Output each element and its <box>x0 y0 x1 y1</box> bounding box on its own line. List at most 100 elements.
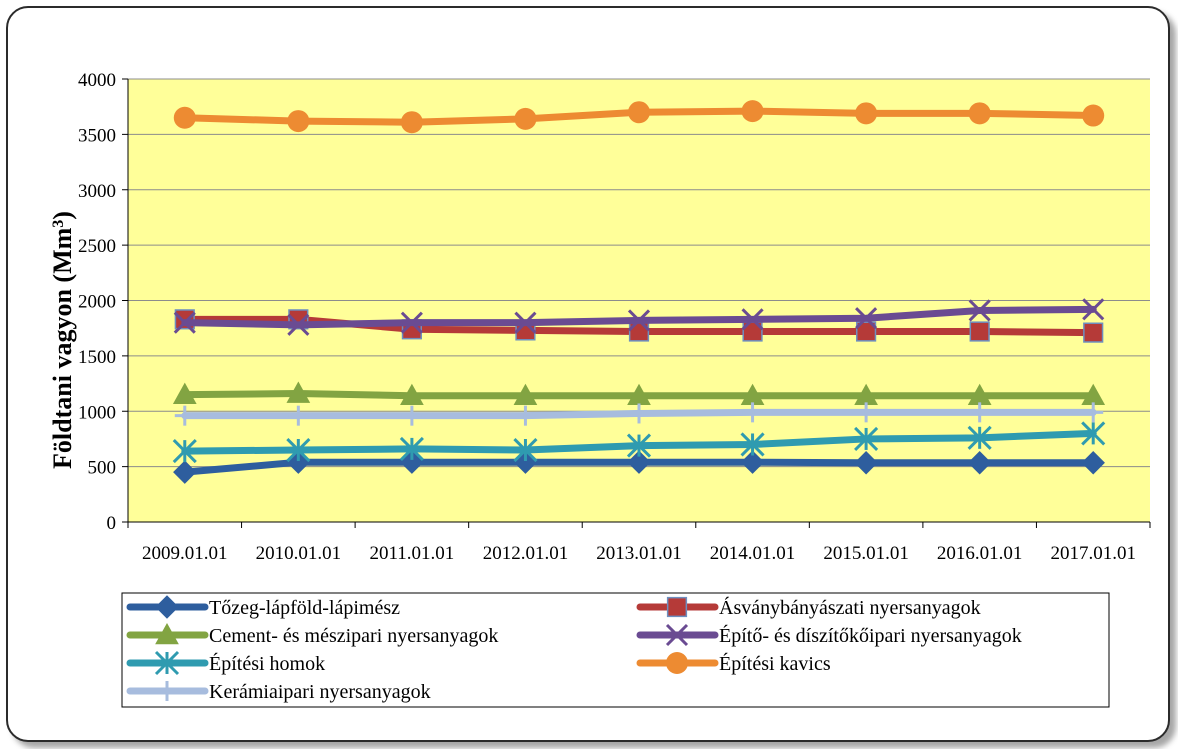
legend-entry: Építési kavics <box>636 652 831 675</box>
y-tick-label: 3500 <box>78 125 116 146</box>
x-tick-label: 2016.01.01 <box>937 543 1023 564</box>
legend-label: Ásványbányászati nyersanyagok <box>719 596 981 619</box>
y-tick-label: 1500 <box>78 347 116 368</box>
y-axis-title: Földtani vagyon (Mm3) <box>48 211 77 469</box>
data-point <box>854 426 879 451</box>
x-tick-label: 2013.01.01 <box>596 543 682 564</box>
data-point <box>287 313 310 336</box>
legend-label: Építő- és díszítőkőipari nyersanyagok <box>719 624 1022 647</box>
data-point <box>401 405 422 426</box>
data-point <box>628 101 650 124</box>
data-point <box>172 382 197 404</box>
data-point <box>1082 298 1105 321</box>
legend: Tőzeg-lápföld-lápimész Ásványbányászati n… <box>126 595 1022 703</box>
series-group <box>172 100 1106 484</box>
data-point <box>740 450 765 474</box>
data-point <box>740 432 765 457</box>
legend-box <box>121 592 1110 708</box>
data-point <box>287 110 310 133</box>
data-point <box>968 102 991 125</box>
x-tick-label: 2010.01.01 <box>256 543 342 564</box>
legend-swatch-marker <box>154 650 180 676</box>
data-point <box>855 307 878 330</box>
series-5 <box>173 100 1105 134</box>
legend-entry: Építési homok <box>126 650 325 676</box>
data-point <box>514 311 537 334</box>
y-axis-title-end: ) <box>48 211 77 220</box>
data-point <box>286 381 311 403</box>
legend-entry: Kerámiaipari nyersanyagok <box>126 681 431 703</box>
data-point <box>967 425 992 450</box>
data-point <box>1083 402 1104 423</box>
legend-entry: Cement- és mészipari nyersanyagok <box>126 622 498 647</box>
x-tick-label: 2011.01.01 <box>369 543 454 564</box>
legend-entry: Építő- és díszítőkőipari nyersanyagok <box>636 623 1022 647</box>
data-point <box>399 436 424 461</box>
data-point <box>741 308 764 331</box>
x-tick-label: 2015.01.01 <box>823 543 909 564</box>
legend-swatch-marker <box>155 622 179 645</box>
y-tick-labels: 0 500 1000 1500 2000 2500 3000 3500 4000 <box>78 70 116 534</box>
y-tick-label: 3000 <box>78 181 116 202</box>
data-point <box>400 111 423 134</box>
data-point <box>627 309 651 332</box>
data-point <box>626 433 652 458</box>
legend-label: Építési kavics <box>719 652 831 675</box>
data-point <box>514 107 537 130</box>
x-tick-label: 2012.01.01 <box>483 543 569 564</box>
x-tick-label: 2009.01.01 <box>142 543 228 564</box>
legend-label: Építési homok <box>209 652 325 675</box>
data-point <box>1082 104 1105 127</box>
data-point <box>400 311 423 334</box>
data-point <box>515 405 536 426</box>
data-point <box>969 402 990 423</box>
y-axis-title-sup: 3 <box>50 220 67 228</box>
data-point <box>172 439 197 464</box>
legend-swatch-marker <box>155 595 179 619</box>
data-point <box>1081 451 1105 475</box>
x-tick-label: 2014.01.01 <box>710 543 796 564</box>
legend-swatch-marker <box>666 652 688 674</box>
series-4 <box>172 421 1106 464</box>
y-axis-title-main: Földtani vagyon (Mm <box>48 227 77 469</box>
data-point <box>969 321 990 342</box>
data-point <box>968 299 991 322</box>
data-point <box>173 460 197 484</box>
data-point <box>286 437 311 463</box>
data-point <box>856 321 877 342</box>
legend-swatch-marker <box>666 596 688 618</box>
legend-swatch-marker <box>157 681 177 701</box>
y-tick-label: 500 <box>88 458 117 479</box>
axes <box>122 78 1151 528</box>
data-point <box>513 383 538 406</box>
data-point <box>1081 421 1106 446</box>
data-point <box>854 451 878 475</box>
data-point <box>174 405 195 426</box>
x-tick-labels: 2009.01.01 2010.01.01 2011.01.01 2012.01.01… <box>142 543 1136 564</box>
legend-entry: Ásványbányászati nyersanyagok <box>636 596 981 619</box>
data-point <box>629 403 649 424</box>
data-point <box>400 450 424 474</box>
data-point <box>967 451 992 475</box>
data-point <box>627 450 651 474</box>
data-point <box>1083 322 1104 343</box>
legend-entry: Tőzeg-lápföld-lápimész <box>126 595 400 619</box>
data-point <box>173 106 196 129</box>
series-6 <box>174 402 1104 426</box>
data-point <box>742 402 763 423</box>
data-point <box>173 311 196 334</box>
y-tick-label: 2000 <box>78 292 116 313</box>
data-point <box>400 383 424 406</box>
series-3 <box>173 298 1105 336</box>
y-tick-label: 4000 <box>78 70 116 91</box>
x-tick-label: 2017.01.01 <box>1050 543 1136 564</box>
legend-label: Cement- és mészipari nyersanyagok <box>209 625 498 647</box>
y-tick-label: 2500 <box>78 236 116 257</box>
legend-label: Kerámiaipari nyersanyagok <box>209 681 431 703</box>
y-tick-label: 1000 <box>78 402 116 423</box>
legend-label: Tőzeg-lápföld-lápimész <box>209 597 400 619</box>
data-point <box>288 405 309 426</box>
data-point <box>855 102 878 125</box>
y-tick-label: 0 <box>107 513 117 534</box>
